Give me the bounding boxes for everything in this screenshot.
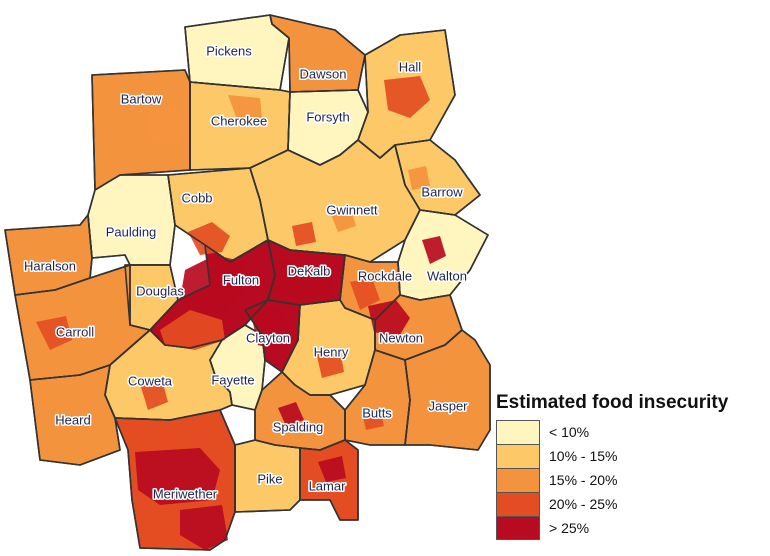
tract-patch: [228, 95, 262, 122]
county-label-fayette: Fayette: [211, 372, 254, 387]
legend-swatch: [496, 516, 540, 540]
legend-label: 10% - 15%: [549, 448, 618, 464]
county-label-heard: Heard: [55, 412, 90, 427]
tract-patch: [180, 505, 228, 550]
tract-patch: [422, 236, 446, 264]
legend-item: 10% - 15%: [496, 444, 764, 468]
legend: Estimated food insecurity < 10% 10% - 15%…: [492, 392, 764, 542]
county-label-haralson: Haralson: [24, 258, 76, 273]
tract-patch: [148, 106, 186, 146]
tract-patch: [250, 306, 290, 350]
legend-swatch: [496, 468, 540, 492]
legend-item: > 25%: [496, 516, 764, 540]
tract-patch: [135, 448, 220, 505]
tract-patch: [180, 255, 245, 315]
county-border-lamar: [299, 439, 359, 521]
tract-patch: [188, 222, 230, 255]
legend-label: 15% - 20%: [549, 472, 618, 488]
county-paulding: [87, 174, 176, 266]
county-labels: Pickens Dawson Hall Bartow Cherokee Forsyth Ba…: [22, 42, 469, 503]
county-label-forsyth: Forsyth: [306, 109, 349, 124]
county-border-jasper: [404, 329, 491, 451]
county-label-coweta: Coweta: [128, 373, 173, 388]
county-label-jasper: Jasper: [428, 398, 468, 413]
legend-title: Estimated food insecurity: [496, 392, 729, 413]
county-label-rockdale: Rockdale: [358, 268, 412, 283]
county-label-lamar: Lamar: [309, 478, 347, 493]
tract-patch: [330, 206, 356, 232]
tract-patch: [362, 408, 384, 430]
legend-item: < 10%: [496, 420, 764, 444]
tract-patch: [140, 380, 168, 410]
county-border-douglas: [124, 264, 179, 331]
county-label-bartow: Bartow: [121, 91, 162, 106]
county-label-clayton: Clayton: [246, 330, 290, 345]
tract-patch: [318, 456, 346, 482]
legend-swatch: [496, 420, 540, 444]
county-label-dekalb: DeKalb: [288, 263, 331, 278]
county-label-meriwether: Meriwether: [153, 486, 218, 501]
legend-label: > 25%: [549, 520, 590, 536]
tract-patch: [350, 278, 380, 310]
county-label-cherokee: Cherokee: [211, 113, 267, 128]
tract-patch: [408, 166, 430, 190]
county-label-walton: Walton: [427, 268, 467, 283]
county-label-spalding: Spalding: [273, 419, 324, 434]
county-label-henry: Henry: [314, 344, 349, 359]
county-label-gwinnett: Gwinnett: [326, 202, 378, 217]
legend-rows: < 10% 10% - 15% 15% - 20% 20% - 25% > 25%: [492, 420, 764, 540]
tract-patches: [4, 14, 491, 551]
tract-patch: [368, 300, 410, 338]
county-border-meriwether: [114, 409, 236, 551]
tract-patch: [36, 316, 72, 350]
legend-item: 15% - 20%: [496, 468, 764, 492]
legend-item: 20% - 25%: [496, 492, 764, 516]
county-label-carroll: Carroll: [56, 324, 94, 339]
county-label-douglas: Douglas: [136, 283, 184, 298]
legend-swatch: [496, 444, 540, 468]
county-label-cobb: Cobb: [181, 190, 212, 205]
tract-patch: [384, 76, 430, 118]
tract-patch: [278, 402, 304, 426]
legend-label: < 10%: [549, 424, 590, 440]
county-label-fulton: Fulton: [223, 272, 259, 287]
tract-patch: [270, 260, 332, 300]
county-label-dawson: Dawson: [300, 66, 347, 81]
county-label-butts: Butts: [362, 405, 392, 420]
legend-swatch: [496, 492, 540, 516]
county-label-newton: Newton: [379, 330, 423, 345]
legend-label: 20% - 25%: [549, 496, 618, 512]
tract-patch: [292, 222, 316, 246]
county-label-pike: Pike: [257, 471, 282, 486]
tract-patch: [316, 350, 344, 378]
tract-patch: [160, 310, 225, 350]
county-label-barrow: Barrow: [421, 184, 463, 199]
county-label-paulding: Paulding: [106, 224, 157, 239]
county-label-hall: Hall: [399, 59, 422, 74]
county-label-pickens: Pickens: [206, 43, 252, 58]
